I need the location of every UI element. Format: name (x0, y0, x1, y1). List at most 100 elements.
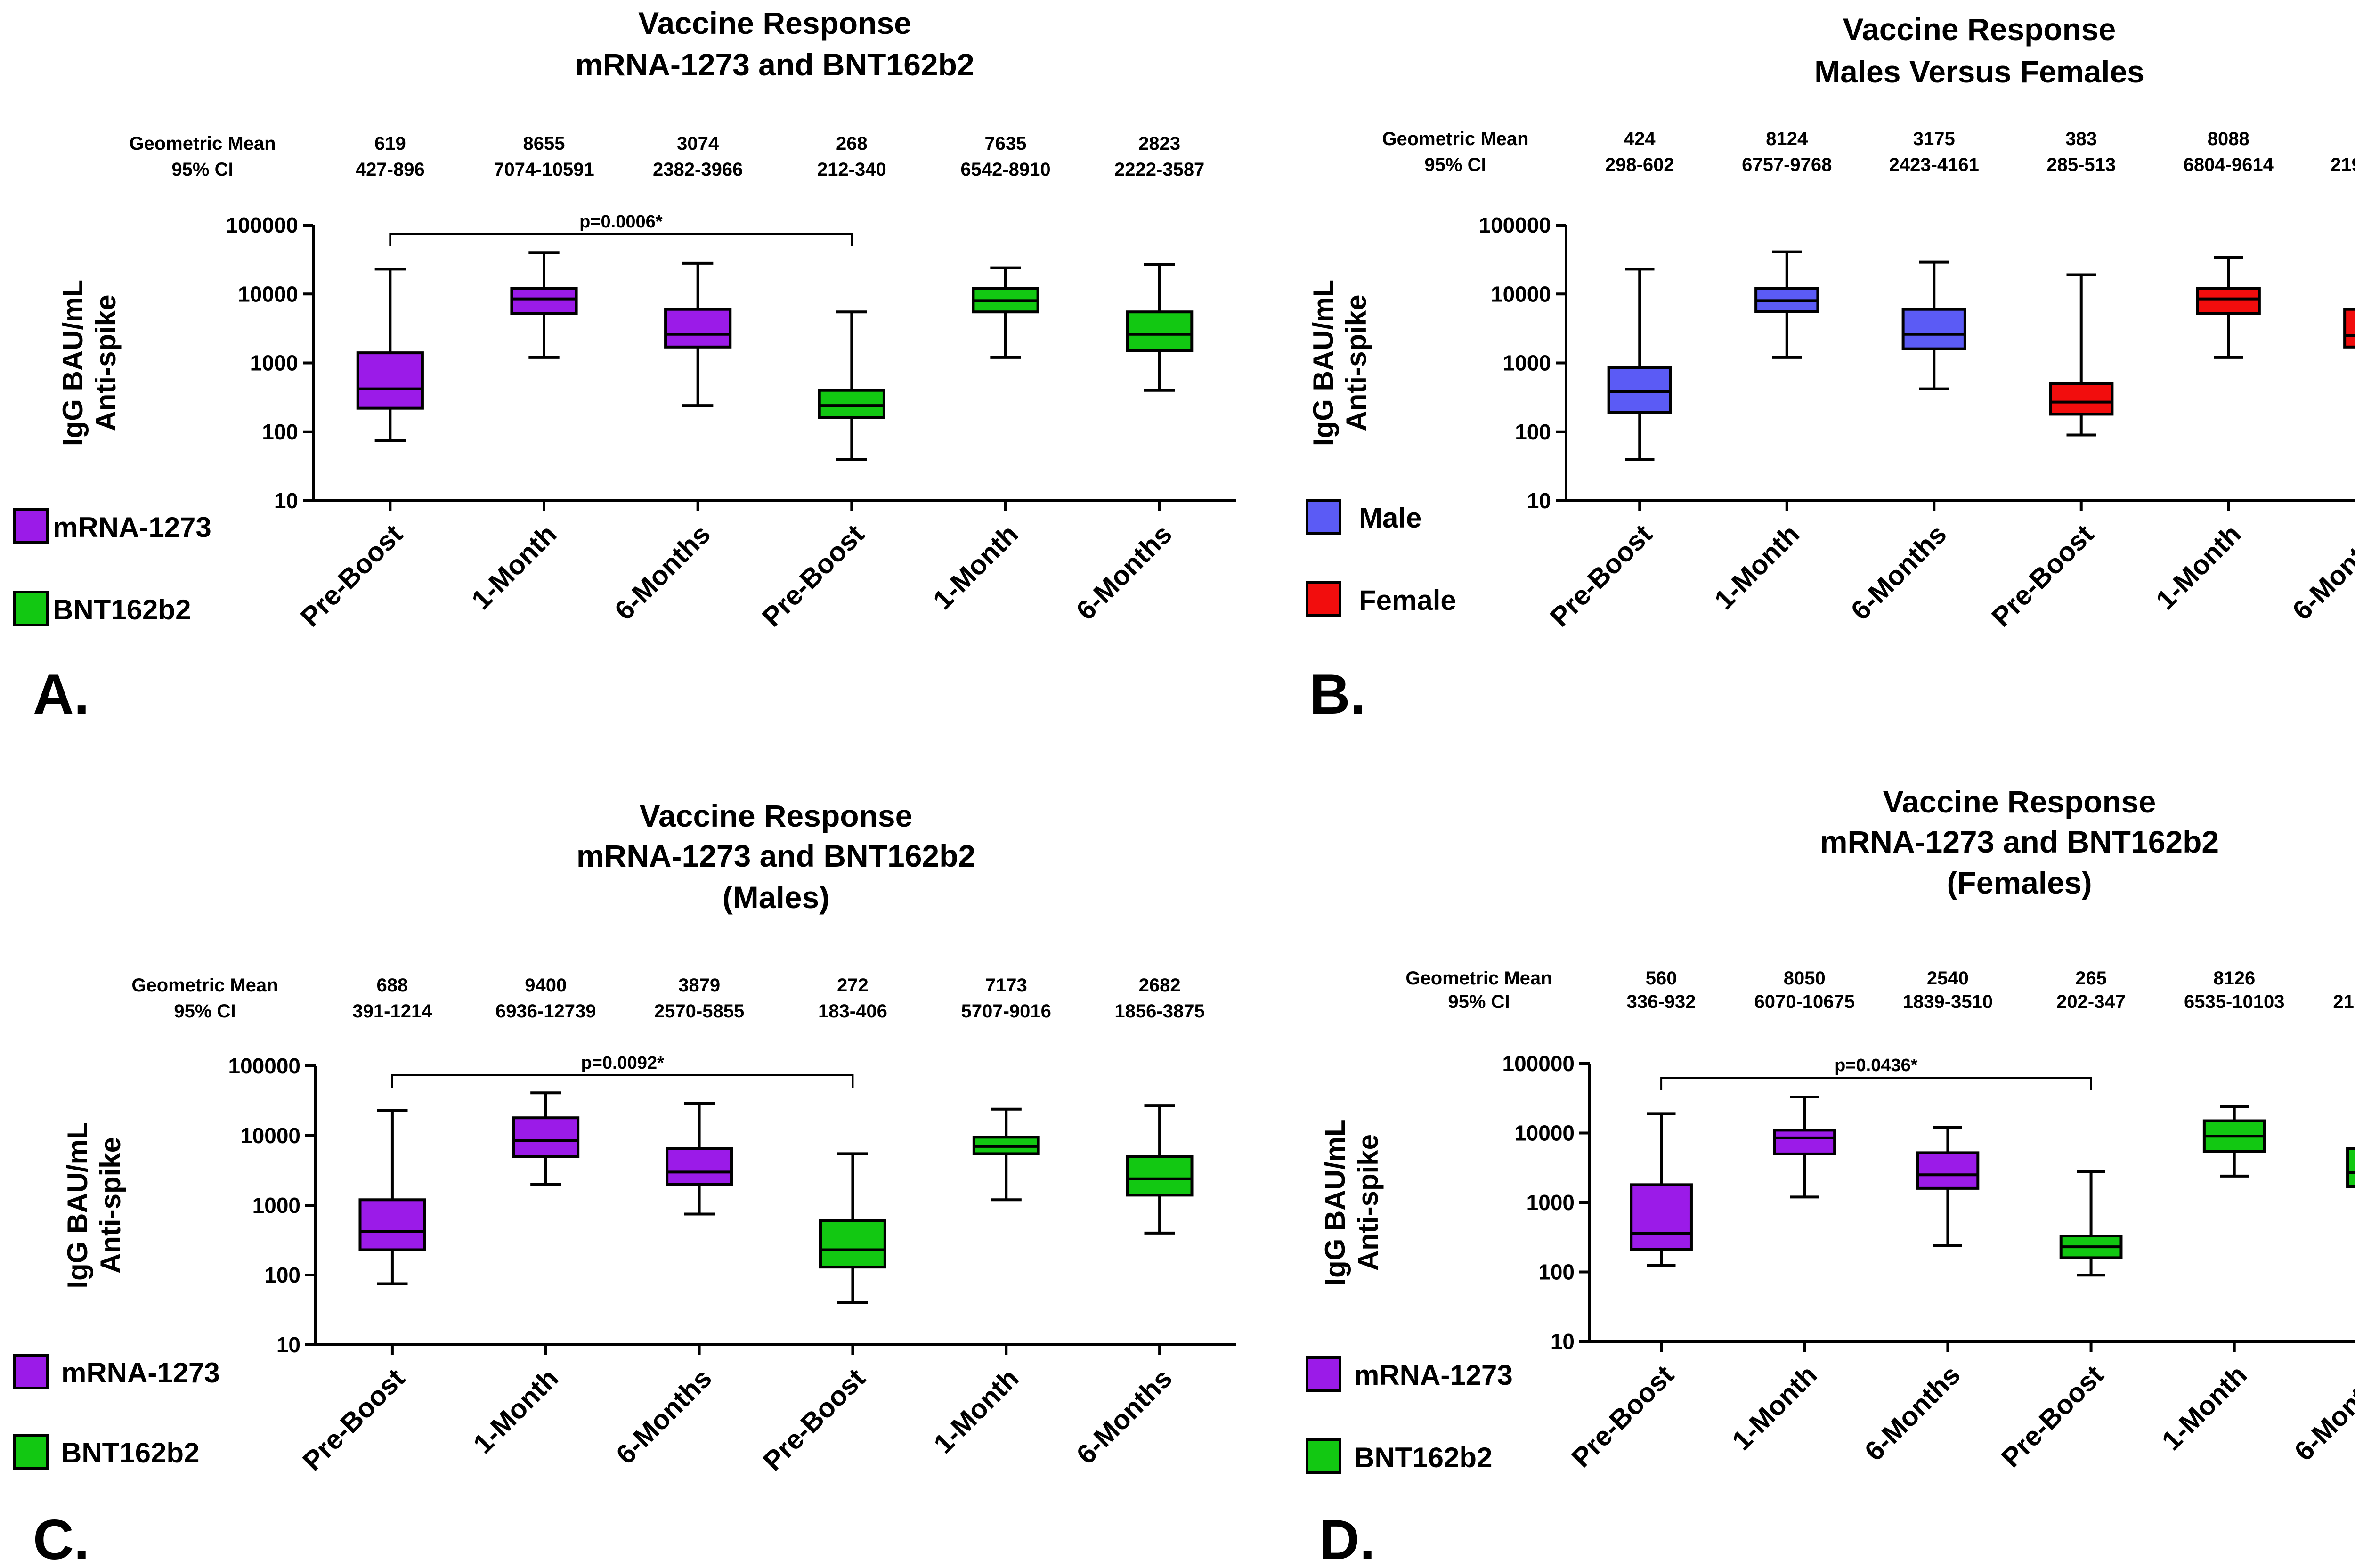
ci-header: 95% CI (171, 159, 233, 180)
geo-mean-header: Geometric Mean (131, 975, 278, 996)
geo-mean-value: 265 (2075, 968, 2107, 989)
geo-mean-value: 9400 (525, 975, 567, 996)
y-tick-label: 10000 (1514, 1121, 1575, 1146)
geo-mean-value: 560 (1646, 968, 1677, 989)
legend-label: mRNA-1273 (53, 512, 211, 543)
x-tick-label: Pre-Boost (1566, 1359, 1680, 1473)
y-tick-label: 10000 (238, 282, 298, 306)
chart-panel-a: Vaccine Response mRNA-1273 and BNT162b2 Ge… (13, 6, 1236, 726)
y-tick-label: 10 (274, 488, 298, 513)
ci-value: 2133-4115 (2333, 991, 2355, 1012)
box-iqr (1630, 1183, 1693, 1251)
geo-mean-value: 688 (377, 975, 408, 996)
y-tick-label: 10000 (1491, 282, 1551, 306)
legend-swatch (1306, 1438, 1341, 1474)
box-iqr (666, 1147, 733, 1186)
x-tick-label: 6-Months (2289, 1359, 2355, 1467)
chart-title-line: Vaccine Response (638, 6, 911, 41)
geo-mean-value: 7173 (985, 975, 1027, 996)
box-iqr (1126, 310, 1194, 352)
x-tick-label: 6-Months (1859, 1359, 1966, 1467)
geo-mean-value: 8050 (1784, 968, 1826, 989)
ci-header: 95% CI (1424, 154, 1486, 175)
box-iqr (1916, 1151, 1980, 1190)
x-tick-label: 6-Months (1845, 519, 1952, 626)
box-iqr (358, 1198, 426, 1251)
panel-letter: A. (33, 663, 89, 726)
y-tick-label: 1000 (252, 1193, 300, 1218)
ci-value: 2423-4161 (1889, 154, 1979, 175)
ci-value: 2570-5855 (654, 1001, 744, 1022)
chart-title-line: Males Versus Females (1814, 54, 2144, 89)
y-axis-label: Anti-spike (90, 294, 122, 431)
ci-value: 391-1214 (352, 1001, 432, 1022)
y-tick-label: 100000 (226, 213, 299, 237)
x-tick-label: 1-Month (2150, 519, 2247, 615)
geo-mean-value: 2540 (1927, 968, 1969, 989)
geo-mean-value: 619 (374, 133, 406, 154)
legend-label: Male (1359, 502, 1421, 534)
chart-title-line: (Males) (723, 880, 829, 915)
y-tick-label: 100000 (228, 1054, 301, 1078)
legend-swatch (13, 1434, 49, 1470)
x-tick-label: 1-Month (466, 519, 562, 615)
geo-mean-value: 2823 (1138, 133, 1180, 154)
box-iqr (356, 351, 424, 410)
y-axis-label: Anti-spike (1352, 1134, 1384, 1271)
geo-mean-value: 272 (837, 975, 869, 996)
y-tick-label: 1000 (1527, 1190, 1575, 1215)
y-axis-label: IgG BAU/mL (62, 1122, 93, 1288)
box-iqr (819, 1219, 886, 1269)
geo-mean-value: 268 (836, 133, 868, 154)
box-iqr (510, 287, 578, 315)
p-value-label: p=0.0092* (581, 1053, 664, 1073)
chart-title-line: mRNA-1273 and BNT162b2 (577, 838, 975, 873)
geo-mean-value: 3175 (1913, 129, 1955, 149)
ci-value: 5707-9016 (961, 1001, 1051, 1022)
ci-value: 6535-10103 (2184, 991, 2285, 1012)
x-tick-label: 6-Months (1071, 1363, 1178, 1470)
chart-title-line: mRNA-1273 and BNT162b2 (575, 47, 974, 82)
y-axis-label: Anti-spike (1340, 294, 1372, 431)
box-iqr (1607, 366, 1672, 414)
y-tick-label: 1000 (250, 351, 298, 375)
box-iqr (1126, 1155, 1194, 1197)
box-iqr (2196, 287, 2261, 315)
x-tick-label: 6-Months (610, 1363, 718, 1470)
box-iqr (664, 308, 732, 349)
chart-title-line: Vaccine Response (1843, 12, 2116, 47)
legend-label: mRNA-1273 (61, 1357, 220, 1389)
y-tick-label: 10 (1527, 488, 1551, 513)
x-tick-label: Pre-Boost (1986, 519, 2100, 633)
chart-panel-b: Vaccine Response Males Versus Females Geom… (1306, 12, 2355, 726)
y-tick-label: 1000 (1503, 351, 1551, 375)
legend-swatch (13, 591, 49, 626)
x-tick-label: 1-Month (1709, 519, 1805, 615)
ci-value: 2193-3440 (2331, 154, 2355, 175)
x-tick-label: 1-Month (2156, 1359, 2253, 1456)
legend-swatch (1306, 1356, 1341, 1392)
ci-value: 1856-3875 (1114, 1001, 1204, 1022)
ci-value: 7074-10591 (494, 159, 594, 180)
geo-mean-value: 8655 (523, 133, 565, 154)
ci-value: 1839-3510 (1903, 991, 1993, 1012)
ci-value: 202-347 (2056, 991, 2126, 1012)
p-value-label: p=0.0436* (1835, 1056, 1918, 1075)
geo-mean-value: 7635 (985, 133, 1027, 154)
ci-value: 212-340 (817, 159, 886, 180)
panel-letter: B. (1309, 663, 1366, 726)
geo-mean-value: 3879 (678, 975, 720, 996)
ci-value: 285-513 (2046, 154, 2116, 175)
box-iqr (2346, 1147, 2355, 1188)
box-iqr (512, 1116, 580, 1158)
legend-label: mRNA-1273 (1354, 1359, 1513, 1391)
x-tick-label: Pre-Boost (756, 519, 870, 633)
ci-value: 6542-8910 (960, 159, 1050, 180)
ci-value: 2382-3966 (653, 159, 743, 180)
chart-panel-c: Vaccine Response mRNA-1273 and BNT162b2 (M… (13, 798, 1236, 1568)
y-tick-label: 100 (1538, 1260, 1575, 1284)
y-tick-label: 10 (1551, 1329, 1575, 1354)
chart-title-line: mRNA-1273 and BNT162b2 (1820, 824, 2219, 859)
y-tick-label: 100 (262, 420, 298, 444)
chart-panel-d: Vaccine Response mRNA-1273 and BNT162b2 (F… (1306, 784, 2355, 1568)
